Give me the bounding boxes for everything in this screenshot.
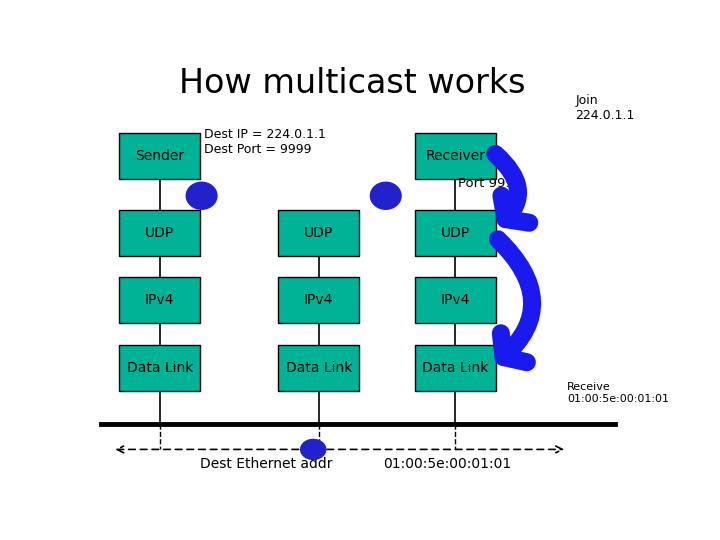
FancyBboxPatch shape bbox=[120, 346, 200, 391]
FancyBboxPatch shape bbox=[120, 133, 200, 179]
Text: Dest Ethernet addr: Dest Ethernet addr bbox=[199, 457, 332, 471]
FancyArrowPatch shape bbox=[495, 154, 529, 222]
Text: IPv4: IPv4 bbox=[304, 293, 333, 307]
Text: Data Link: Data Link bbox=[423, 361, 489, 375]
Text: Dest IP = 224.0.1.1
Dest Port = 9999: Dest IP = 224.0.1.1 Dest Port = 9999 bbox=[204, 128, 326, 156]
Ellipse shape bbox=[186, 183, 217, 210]
Text: UDP: UDP bbox=[304, 226, 333, 240]
FancyBboxPatch shape bbox=[120, 211, 200, 256]
FancyBboxPatch shape bbox=[279, 277, 359, 322]
Text: Join
224.0.1.1: Join 224.0.1.1 bbox=[575, 94, 635, 123]
Text: IPv4: IPv4 bbox=[145, 293, 174, 307]
FancyBboxPatch shape bbox=[415, 277, 496, 322]
Text: Data Link: Data Link bbox=[286, 361, 352, 375]
FancyBboxPatch shape bbox=[279, 346, 359, 391]
Text: Receiver: Receiver bbox=[426, 149, 485, 163]
FancyBboxPatch shape bbox=[279, 211, 359, 256]
Text: Port 9999: Port 9999 bbox=[459, 177, 523, 190]
Text: 01:00:5e:00:01:01: 01:00:5e:00:01:01 bbox=[383, 457, 511, 471]
Text: UDP: UDP bbox=[441, 226, 470, 240]
FancyBboxPatch shape bbox=[415, 133, 496, 179]
Text: Sender: Sender bbox=[135, 149, 184, 163]
Ellipse shape bbox=[301, 440, 325, 460]
Ellipse shape bbox=[370, 183, 401, 210]
FancyBboxPatch shape bbox=[120, 277, 200, 322]
Text: Receive
01:00:5e:00:01:01: Receive 01:00:5e:00:01:01 bbox=[567, 382, 669, 404]
Text: UDP: UDP bbox=[145, 226, 174, 240]
FancyBboxPatch shape bbox=[415, 346, 496, 391]
Text: IPv4: IPv4 bbox=[441, 293, 470, 307]
Text: Data Link: Data Link bbox=[127, 361, 193, 375]
FancyBboxPatch shape bbox=[415, 211, 496, 256]
Text: How multicast works: How multicast works bbox=[179, 67, 526, 100]
FancyArrowPatch shape bbox=[498, 239, 532, 362]
